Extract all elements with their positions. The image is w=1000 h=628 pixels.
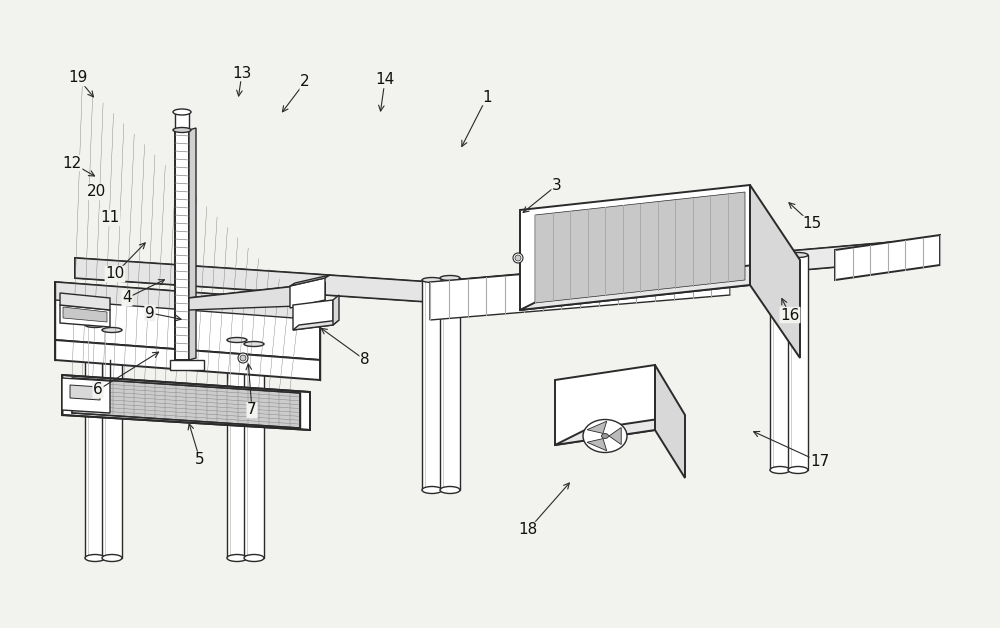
Ellipse shape bbox=[513, 253, 523, 263]
Ellipse shape bbox=[583, 420, 627, 453]
Polygon shape bbox=[587, 438, 607, 451]
Polygon shape bbox=[189, 128, 196, 360]
Polygon shape bbox=[535, 192, 745, 303]
Polygon shape bbox=[189, 283, 325, 310]
Polygon shape bbox=[835, 235, 940, 280]
Text: 13: 13 bbox=[232, 65, 252, 80]
Polygon shape bbox=[422, 280, 442, 490]
Polygon shape bbox=[440, 278, 460, 490]
Text: 11: 11 bbox=[100, 210, 120, 225]
Ellipse shape bbox=[770, 467, 790, 474]
Polygon shape bbox=[62, 378, 110, 413]
Ellipse shape bbox=[102, 555, 122, 561]
Polygon shape bbox=[175, 130, 189, 360]
Polygon shape bbox=[587, 421, 607, 433]
Text: 16: 16 bbox=[780, 308, 800, 323]
Text: 20: 20 bbox=[87, 185, 107, 200]
Polygon shape bbox=[293, 320, 339, 330]
Text: 19: 19 bbox=[68, 70, 88, 85]
Ellipse shape bbox=[422, 487, 442, 494]
Polygon shape bbox=[170, 360, 204, 370]
Polygon shape bbox=[60, 305, 110, 327]
Polygon shape bbox=[555, 415, 685, 445]
Text: 1: 1 bbox=[482, 90, 492, 104]
Polygon shape bbox=[293, 300, 333, 330]
Polygon shape bbox=[227, 340, 247, 558]
Text: 18: 18 bbox=[518, 522, 538, 538]
Polygon shape bbox=[430, 238, 940, 302]
Text: 10: 10 bbox=[105, 266, 125, 281]
Polygon shape bbox=[609, 428, 621, 445]
Ellipse shape bbox=[102, 327, 122, 332]
Text: 4: 4 bbox=[122, 291, 132, 305]
Polygon shape bbox=[55, 282, 320, 320]
Polygon shape bbox=[55, 340, 320, 380]
Polygon shape bbox=[102, 330, 122, 558]
Ellipse shape bbox=[602, 433, 608, 438]
Ellipse shape bbox=[788, 467, 808, 474]
Ellipse shape bbox=[173, 109, 191, 115]
Polygon shape bbox=[290, 278, 325, 308]
Polygon shape bbox=[333, 295, 339, 325]
Ellipse shape bbox=[227, 555, 247, 561]
Polygon shape bbox=[70, 385, 100, 400]
Text: 15: 15 bbox=[802, 217, 822, 232]
Ellipse shape bbox=[440, 487, 460, 494]
Text: 8: 8 bbox=[360, 352, 370, 367]
Polygon shape bbox=[520, 260, 800, 310]
Polygon shape bbox=[72, 378, 300, 428]
Polygon shape bbox=[175, 112, 189, 130]
Polygon shape bbox=[430, 257, 730, 320]
Polygon shape bbox=[290, 275, 330, 286]
Ellipse shape bbox=[770, 256, 790, 261]
Text: 17: 17 bbox=[810, 455, 830, 470]
Polygon shape bbox=[55, 282, 320, 360]
Polygon shape bbox=[655, 365, 685, 478]
Polygon shape bbox=[788, 255, 808, 470]
Text: 14: 14 bbox=[375, 72, 395, 87]
Polygon shape bbox=[62, 375, 310, 430]
Polygon shape bbox=[770, 258, 790, 470]
Ellipse shape bbox=[440, 276, 460, 281]
Ellipse shape bbox=[240, 355, 246, 361]
Ellipse shape bbox=[173, 127, 191, 133]
Ellipse shape bbox=[244, 342, 264, 347]
Text: 2: 2 bbox=[300, 75, 310, 90]
Polygon shape bbox=[75, 238, 940, 302]
Polygon shape bbox=[75, 258, 430, 302]
Ellipse shape bbox=[244, 555, 264, 561]
Polygon shape bbox=[244, 344, 264, 558]
Text: 6: 6 bbox=[93, 382, 103, 398]
Polygon shape bbox=[85, 325, 105, 558]
Ellipse shape bbox=[515, 255, 521, 261]
Text: 3: 3 bbox=[552, 178, 562, 193]
Ellipse shape bbox=[238, 353, 248, 363]
Polygon shape bbox=[60, 293, 110, 310]
Polygon shape bbox=[750, 185, 800, 358]
Text: 7: 7 bbox=[247, 403, 257, 418]
Polygon shape bbox=[63, 307, 107, 322]
Ellipse shape bbox=[788, 252, 808, 257]
Ellipse shape bbox=[85, 323, 105, 327]
Text: 9: 9 bbox=[145, 305, 155, 320]
Polygon shape bbox=[555, 365, 655, 445]
Text: 5: 5 bbox=[195, 453, 205, 467]
Polygon shape bbox=[520, 185, 750, 310]
Ellipse shape bbox=[85, 555, 105, 561]
Ellipse shape bbox=[422, 278, 442, 283]
Ellipse shape bbox=[227, 337, 247, 342]
Text: 12: 12 bbox=[62, 156, 82, 170]
Polygon shape bbox=[189, 283, 325, 308]
